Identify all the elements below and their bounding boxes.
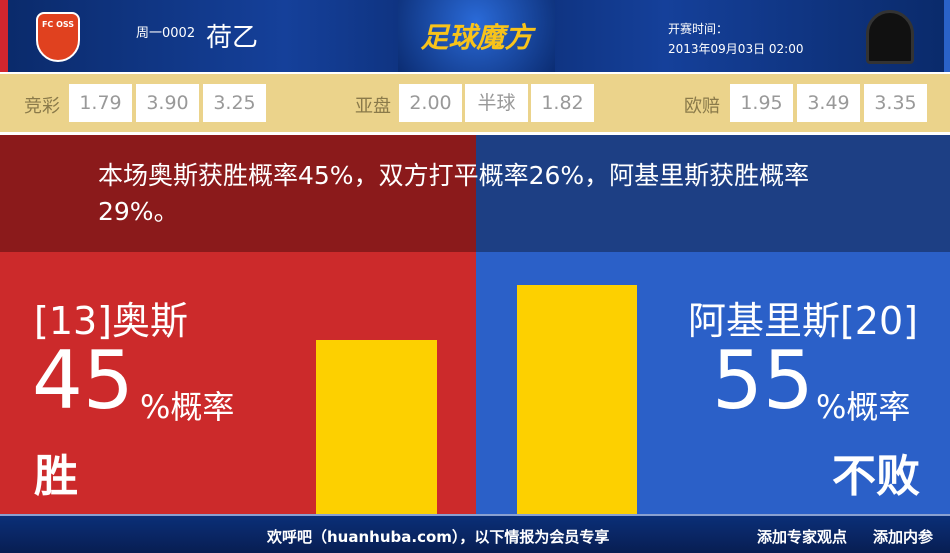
odds-box: 3.35 — [864, 84, 927, 122]
odds-bar: 竞彩 1.79 3.90 3.25 亚盘 2.00 半球 1.82 欧赔 1.9… — [0, 72, 950, 132]
home-result: 胜 — [34, 451, 78, 502]
kickoff-time: 2013年09月03日 02:00 — [668, 42, 804, 56]
away-probability-bar — [517, 285, 637, 514]
left-stripe — [0, 0, 8, 72]
yapan-label: 亚盘 — [355, 96, 391, 117]
away-team-name: 阿基里斯[20] — [687, 299, 918, 343]
message-bg-home — [0, 135, 476, 252]
kickoff-label: 开赛时间： — [668, 22, 729, 36]
footer: 欢呼吧（huanhuba.com），以下情报为会员专享 添加专家观点 添加内参 — [0, 514, 950, 553]
away-team-logo — [866, 10, 914, 64]
away-panel: 阿基里斯[20] 55 %概率 不败 — [476, 252, 950, 514]
odds-box: 1.95 — [730, 84, 793, 122]
odds-box: 3.25 — [203, 84, 266, 122]
home-percent-unit: %概率 — [140, 388, 235, 426]
jingcai-label: 竞彩 — [24, 96, 60, 117]
odds-box: 2.00 — [399, 84, 462, 122]
brand-logo: 足球魔方 — [398, 0, 555, 72]
home-team-logo: FC OSS — [36, 12, 80, 62]
odds-box: 3.90 — [136, 84, 199, 122]
add-expert-link[interactable]: 添加专家观点 — [757, 528, 848, 546]
oupei-label: 欧赔 — [684, 96, 720, 117]
league-name: 荷乙 — [206, 23, 259, 53]
probability-message: 本场奥斯获胜概率45%，双方打平概率26%，阿基里斯获胜概率29%。 — [98, 161, 810, 226]
add-content-link[interactable]: 添加内参 — [873, 528, 934, 546]
odds-box: 1.79 — [69, 84, 132, 122]
message-bg-away — [476, 135, 950, 252]
home-percent: 45 — [32, 334, 134, 427]
odds-box: 半球 — [465, 84, 528, 122]
right-stripe — [944, 0, 950, 72]
home-team-name: [13]奥斯 — [34, 299, 189, 343]
away-percent: 55 — [712, 334, 814, 427]
home-probability-bar — [316, 339, 437, 514]
welcome-text: 欢呼吧（huanhuba.com），以下情报为会员专享 — [267, 528, 610, 546]
odds-box: 1.82 — [531, 84, 594, 122]
away-result: 不败 — [832, 451, 920, 502]
brand-text: 足球魔方 — [420, 21, 533, 54]
home-panel: [13]奥斯 45 %概率 胜 — [0, 252, 476, 514]
odds-box: 3.49 — [797, 84, 860, 122]
match-number: 周一0002 — [136, 26, 196, 41]
away-percent-unit: %概率 — [816, 388, 911, 426]
